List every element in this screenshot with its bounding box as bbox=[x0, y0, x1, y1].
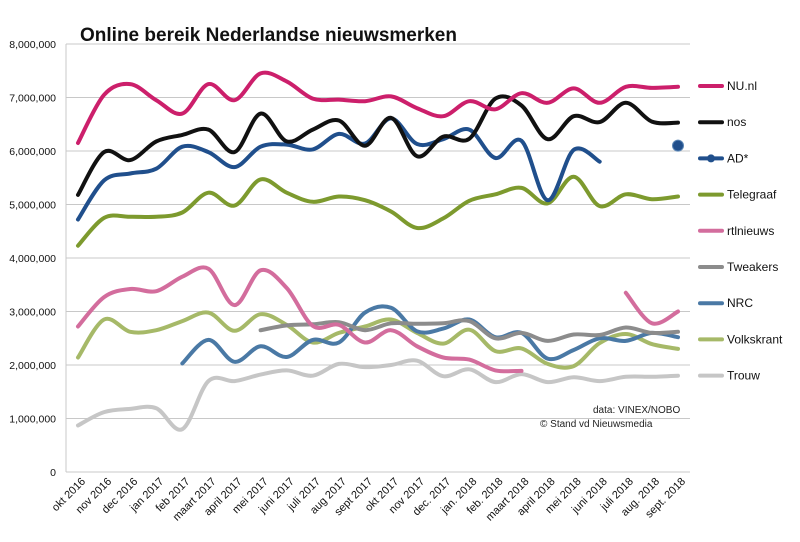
legend-label: NRC bbox=[727, 296, 753, 310]
y-tick-label: 4,000,000 bbox=[9, 253, 56, 265]
data-point-ad-extra bbox=[672, 139, 684, 152]
legend-label: NU.nl bbox=[727, 79, 757, 93]
series-line-ad bbox=[76, 116, 602, 222]
series-nu-nl bbox=[76, 70, 680, 145]
legend: NU.nl nos AD* Telegraaf rtlnieuws Tweakers NRC… bbox=[698, 79, 783, 383]
series-trouw bbox=[76, 358, 680, 432]
series-rtlnieuws bbox=[76, 265, 680, 374]
legend-item-nos: nos bbox=[698, 115, 746, 129]
series-telegraaf bbox=[76, 174, 680, 248]
legend-item-nrc: NRC bbox=[698, 296, 753, 310]
legend-item-ad: AD* bbox=[698, 151, 749, 165]
legend-label: AD* bbox=[727, 151, 749, 165]
y-tick-label: 8,000,000 bbox=[9, 39, 56, 51]
legend-label: nos bbox=[727, 115, 746, 129]
y-tick-label: 6,000,000 bbox=[9, 146, 56, 158]
y-axis-tick-labels: 0 1,000,000 2,000,000 3,000,000 4,000,000 5,0… bbox=[9, 39, 56, 479]
y-tick-label: 2,000,000 bbox=[9, 360, 56, 372]
series-line-trouw bbox=[76, 358, 680, 432]
source-note-copyright: © Stand vd Nieuwsmedia bbox=[540, 419, 653, 430]
y-tick-label: 0 bbox=[50, 467, 56, 479]
legend-item-trouw: Trouw bbox=[698, 369, 760, 383]
source-note: data: VINEX/NOBO © Stand vd Nieuwsmedia bbox=[540, 405, 680, 430]
legend-label: Volkskrant bbox=[727, 332, 783, 346]
y-tick-label: 3,000,000 bbox=[9, 307, 56, 319]
series-line-rtlnieuws bbox=[76, 265, 524, 374]
chart-title: Online bereik Nederlandse nieuwsmerken bbox=[80, 25, 457, 46]
series-line-nu-nl bbox=[76, 70, 680, 145]
y-tick-label: 1,000,000 bbox=[9, 414, 56, 426]
legend-item-telegraaf: Telegraaf bbox=[698, 188, 777, 202]
series-line-volkskrant bbox=[76, 310, 680, 370]
legend-label: Trouw bbox=[727, 369, 760, 383]
series-nrc bbox=[180, 304, 680, 366]
source-note-data: data: VINEX/NOBO bbox=[593, 405, 680, 416]
legend-marker bbox=[707, 154, 715, 163]
y-tick-label: 5,000,000 bbox=[9, 200, 56, 212]
series-line-tweakers bbox=[258, 318, 680, 343]
series-line-rtlnieuws bbox=[623, 290, 680, 326]
series-line-nrc bbox=[180, 304, 680, 366]
legend-item-rtlnieuws: rtlnieuws bbox=[698, 224, 774, 238]
legend-label: Tweakers bbox=[727, 260, 778, 274]
legend-item-nu-nl: NU.nl bbox=[698, 79, 757, 93]
series-nos bbox=[76, 94, 680, 197]
legend-label: rtlnieuws bbox=[727, 224, 774, 238]
legend-item-volkskrant: Volkskrant bbox=[698, 332, 783, 346]
series-ad bbox=[76, 116, 602, 222]
series-volkskrant bbox=[76, 310, 680, 370]
series-tweakers bbox=[258, 318, 680, 343]
legend-label: Telegraaf bbox=[727, 188, 777, 202]
legend-item-tweakers: Tweakers bbox=[698, 260, 778, 274]
y-tick-label: 7,000,000 bbox=[9, 93, 56, 105]
series-line-telegraaf bbox=[76, 174, 680, 248]
series-lines bbox=[76, 70, 684, 432]
series-line-nos bbox=[76, 94, 680, 197]
